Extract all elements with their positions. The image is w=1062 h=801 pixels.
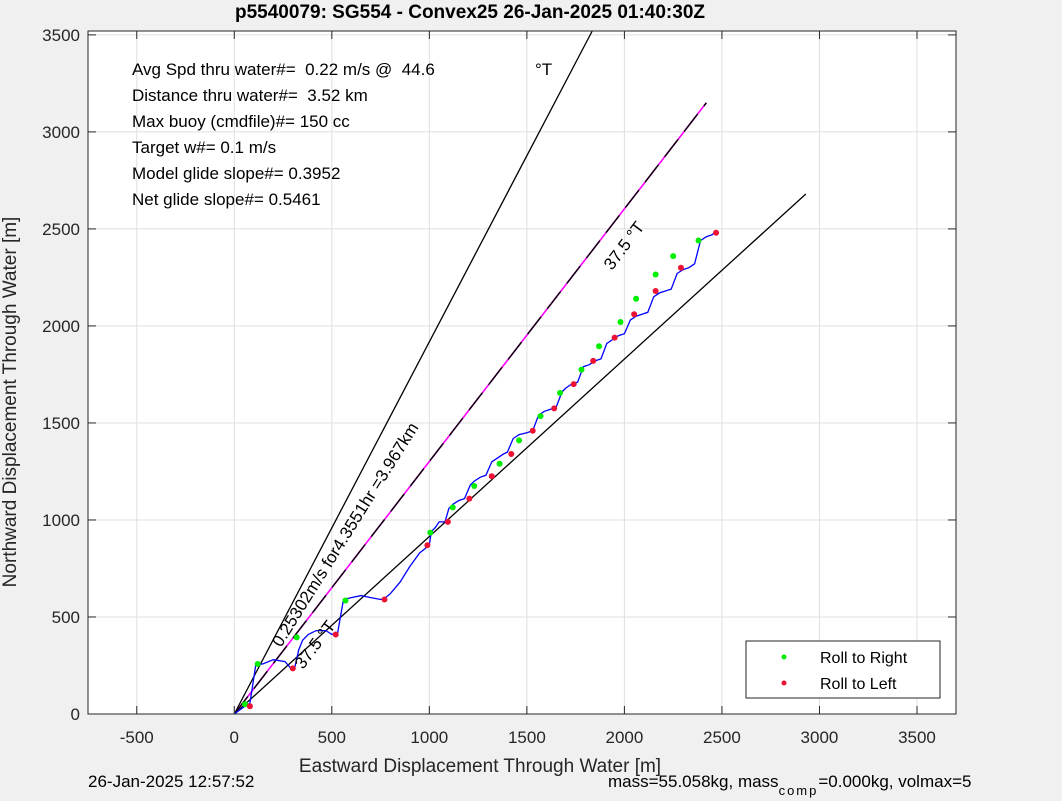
footer-timestamp: 26-Jan-2025 12:57:52 — [88, 772, 255, 791]
roll-left-marker — [611, 334, 618, 341]
info-line-net-slope: Net glide slope#= 0.5461 — [132, 190, 321, 209]
roll-left-marker — [332, 631, 339, 638]
y-tick-label: 3500 — [42, 26, 80, 45]
roll-left-marker — [529, 427, 536, 434]
roll-left-marker — [652, 288, 659, 295]
legend-marker-roll-right — [781, 654, 787, 660]
x-tick-label: 2000 — [605, 728, 643, 747]
y-tick-label: 1500 — [42, 414, 80, 433]
roll-left-marker — [570, 381, 577, 388]
roll-right-marker — [516, 437, 523, 444]
roll-right-marker — [578, 366, 585, 373]
footer-mass-sub: comp — [778, 783, 819, 798]
roll-left-marker — [381, 596, 388, 603]
x-tick-label: 500 — [318, 728, 346, 747]
roll-right-marker — [254, 660, 261, 667]
roll-right-marker — [557, 389, 564, 396]
roll-left-marker — [444, 518, 451, 525]
roll-right-marker — [633, 295, 640, 302]
roll-left-marker — [677, 264, 684, 271]
legend-marker-roll-left — [781, 680, 787, 686]
roll-right-marker — [537, 413, 544, 420]
legend-label-roll-left: Roll to Left — [820, 676, 897, 693]
info-box: Avg Spd thru water#= 0.22 m/s @ 44.6 °T … — [132, 60, 552, 209]
info-line-buoy: Max buoy (cmdfile)#= 150 cc — [132, 112, 350, 131]
plot-border — [87, 30, 957, 715]
ticks: -500 0 500 1000 1500 2000 2500 3000 3500 0 500 1000… — [42, 26, 956, 747]
roll-right-marker — [617, 319, 624, 326]
roll-right-marker — [471, 483, 478, 490]
footer-mass: mass=55.058kg, masscomp=0.000kg, volmax=… — [608, 772, 972, 798]
x-tick-label: 3000 — [801, 728, 839, 747]
info-line-model-slope: Model glide slope#= 0.3952 — [132, 164, 340, 183]
y-tick-label: 2000 — [42, 317, 80, 336]
x-tick-label: -500 — [120, 728, 154, 747]
grid — [88, 31, 956, 715]
roll-right-marker — [242, 701, 249, 708]
roll-left-marker — [246, 703, 253, 710]
roll-left-marker — [508, 450, 515, 457]
info-unit: °T — [535, 60, 552, 79]
track — [233, 230, 717, 715]
roll-right-marker — [596, 343, 603, 350]
roll-left-marker — [424, 542, 431, 549]
x-tick-label: 0 — [230, 728, 239, 747]
roll-left-marker — [488, 473, 495, 480]
roll-right-marker — [652, 271, 659, 278]
roll-markers — [242, 229, 720, 710]
info-line-distance: Distance thru water#= 3.52 km — [132, 86, 368, 105]
y-tick-label: 3000 — [42, 123, 80, 142]
legend: Roll to Right Roll to Left — [745, 640, 941, 699]
roll-left-marker — [713, 229, 720, 236]
heading-bound-line — [233, 193, 807, 715]
x-axis-label: Eastward Displacement Through Water [m] — [299, 756, 661, 777]
y-tick-label: 1000 — [42, 511, 80, 530]
x-tick-label: 2500 — [703, 728, 741, 747]
y-tick-label: 2500 — [42, 220, 80, 239]
legend-box — [745, 640, 941, 699]
roll-left-marker — [466, 495, 473, 502]
drift-line-dashed — [233, 102, 707, 715]
x-tick-label: 1000 — [410, 728, 448, 747]
x-tick-label: 1500 — [508, 728, 546, 747]
y-tick-label: 500 — [52, 608, 80, 627]
roll-right-marker — [695, 237, 702, 244]
y-axis-label: Northward Displacement Through Water [m] — [0, 217, 21, 588]
y-tick-label: 0 — [71, 705, 80, 724]
roll-right-marker — [293, 634, 300, 641]
reference-lines — [233, 30, 807, 715]
footer-mass-a: mass=55.058kg, mass — [608, 772, 779, 791]
roll-right-marker — [670, 253, 677, 260]
roll-left-marker — [590, 357, 597, 364]
roll-left-marker — [551, 405, 558, 412]
roll-right-marker — [342, 597, 349, 604]
roll-right-marker — [496, 460, 503, 467]
roll-left-marker — [289, 665, 296, 672]
info-line-speed: Avg Spd thru water#= 0.22 m/s @ 44.6 — [132, 60, 435, 79]
legend-label-roll-right: Roll to Right — [820, 650, 908, 667]
info-line-target-w: Target w#= 0.1 m/s — [132, 138, 276, 157]
track-line — [233, 230, 717, 715]
roll-right-marker — [427, 529, 434, 536]
plot-area — [88, 31, 956, 714]
heading-bound-line — [233, 30, 593, 715]
roll-left-marker — [631, 311, 638, 318]
chart-title: p5540079: SG554 - Convex25 26-Jan-2025 0… — [235, 2, 705, 23]
footer-mass-b: =0.000kg, volmax=5 — [818, 772, 972, 791]
x-tick-label: 3500 — [898, 728, 936, 747]
roll-right-marker — [449, 504, 456, 511]
